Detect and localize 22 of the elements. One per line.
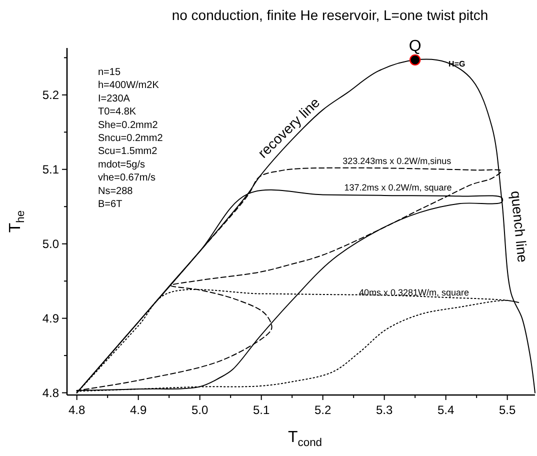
series-label: 323.243ms x 0.2W/m,sinus (342, 156, 452, 166)
annotation: H=G (448, 60, 466, 69)
x-tick-label: 4.8 (68, 403, 86, 417)
series-label: Q (408, 38, 422, 55)
y-tick-label: 5.0 (42, 236, 60, 251)
y-tick-label: 4.8 (42, 386, 60, 400)
x-tick-label: 5.0 (191, 403, 208, 417)
text: n=15 h=400W/m2K I=230A T0=4.8K She=0.2mm2 Sncu=0.2mm2 Scu=1.5mm2 mdot=5g/s vhe=0.67m/s Ns=288 B=6T (98, 67, 163, 210)
series-label: 40ms x 0.3281W/m, square (358, 288, 470, 298)
series-label: 137.2ms x 0.2W/m, square (344, 182, 452, 193)
y-tick-label: 5.2 (42, 88, 60, 102)
x-tick-label: 4.9 (130, 403, 147, 417)
chart-title: no conduction, finite He reservoir, L=one twist pitch (172, 7, 488, 23)
y-tick-label: 5.1 (42, 162, 60, 176)
y-tick-label: 4.9 (42, 311, 60, 326)
x-tick-label: 5.5 (498, 403, 516, 417)
x-tick-label: 5.4 (437, 403, 454, 417)
x-tick-label: 5.2 (314, 403, 332, 417)
x-tick-label: 5.1 (252, 403, 270, 417)
x-axis-title: T$_{cond}$ (288, 429, 322, 450)
annotation: quench line (508, 190, 532, 264)
x-tick-label: 5.3 (376, 403, 393, 417)
